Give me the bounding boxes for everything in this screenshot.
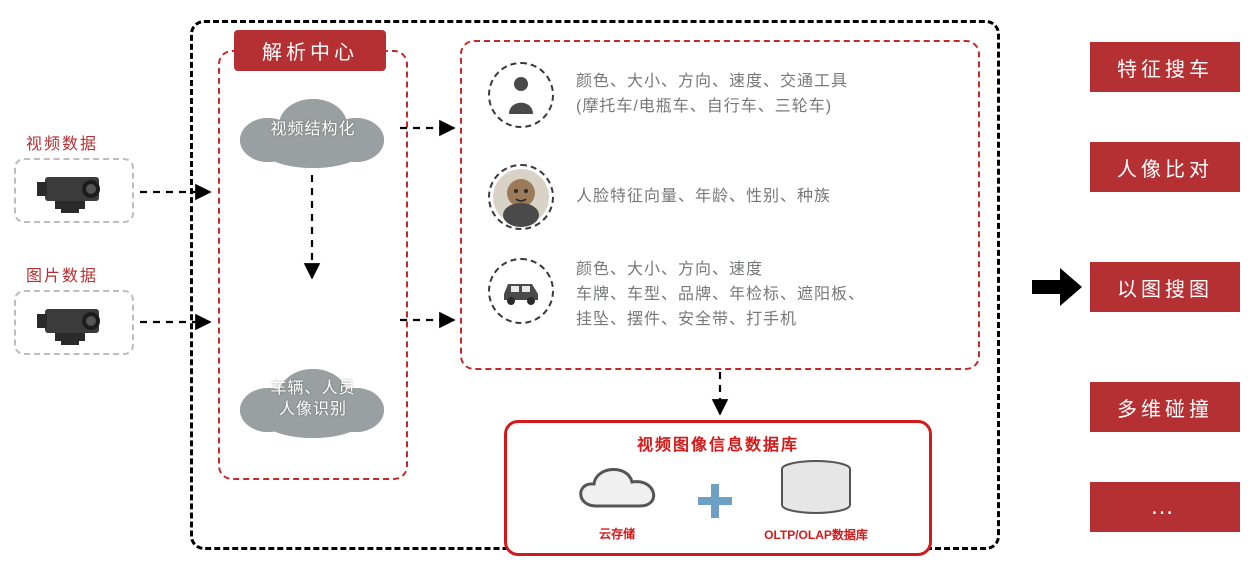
output-search-by-image[interactable]: 以图搜图 [1090, 262, 1240, 312]
oltp-olap-label: OLTP/OLAP数据库 [764, 526, 868, 543]
cloud-node-label: 视频结构化 [270, 120, 355, 141]
camera-icon [31, 167, 117, 215]
video-data-label: 视频数据 [26, 130, 98, 154]
camera-icon [31, 299, 117, 347]
plus-icon [694, 480, 736, 522]
cloud-storage-label: 云存储 [568, 525, 666, 542]
cloud-node-structuring: 视频结构化 [228, 90, 398, 170]
feature-text-person: 颜色、大小、方向、速度、交通工具 (摩托车/电瓶车、自行车、三轮车) [576, 70, 848, 120]
feature-text-car: 颜色、大小、方向、速度 车牌、车型、品牌、年检标、遮阳板、 挂坠、摆件、安全带、… [576, 258, 865, 332]
feature-text-face: 人脸特征向量、年龄、性别、种族 [576, 185, 831, 210]
feature-row-person: 颜色、大小、方向、速度、交通工具 (摩托车/电瓶车、自行车、三轮车) [488, 62, 848, 128]
image-data-label: 图片数据 [26, 262, 98, 286]
cloud-storage-icon [568, 460, 666, 518]
output-multidim-collision[interactable]: 多维碰撞 [1090, 382, 1240, 432]
output-portrait-compare[interactable]: 人像比对 [1090, 142, 1240, 192]
database-stack-icon [774, 459, 858, 519]
video-camera-box [14, 158, 134, 223]
cloud-node-recognition: 车辆、人员 人像识别 [228, 360, 398, 440]
database-title: 视频图像信息数据库 [525, 431, 911, 455]
cloud-storage-node: 云存储 [568, 460, 666, 542]
feature-row-car: 颜色、大小、方向、速度 车牌、车型、品牌、年检标、遮阳板、 挂坠、摆件、安全带、… [488, 258, 865, 332]
image-camera-box [14, 290, 134, 355]
person-icon [488, 62, 554, 128]
database-box: 视频图像信息数据库 云存储 OLTP/OLAP数据库 [504, 420, 932, 556]
feature-row-face: 人脸特征向量、年龄、性别、种族 [488, 164, 831, 230]
oltp-olap-node: OLTP/OLAP数据库 [764, 459, 868, 543]
face-icon [488, 164, 554, 230]
output-feature-search-car[interactable]: 特征搜车 [1090, 42, 1240, 92]
parsing-center-title: 解析中心 [234, 30, 386, 71]
car-icon [488, 258, 554, 324]
cloud-node-label: 车辆、人员 人像识别 [270, 379, 355, 421]
output-more[interactable]: … [1090, 482, 1240, 532]
arrow-main-to-outputs [1030, 262, 1084, 317]
